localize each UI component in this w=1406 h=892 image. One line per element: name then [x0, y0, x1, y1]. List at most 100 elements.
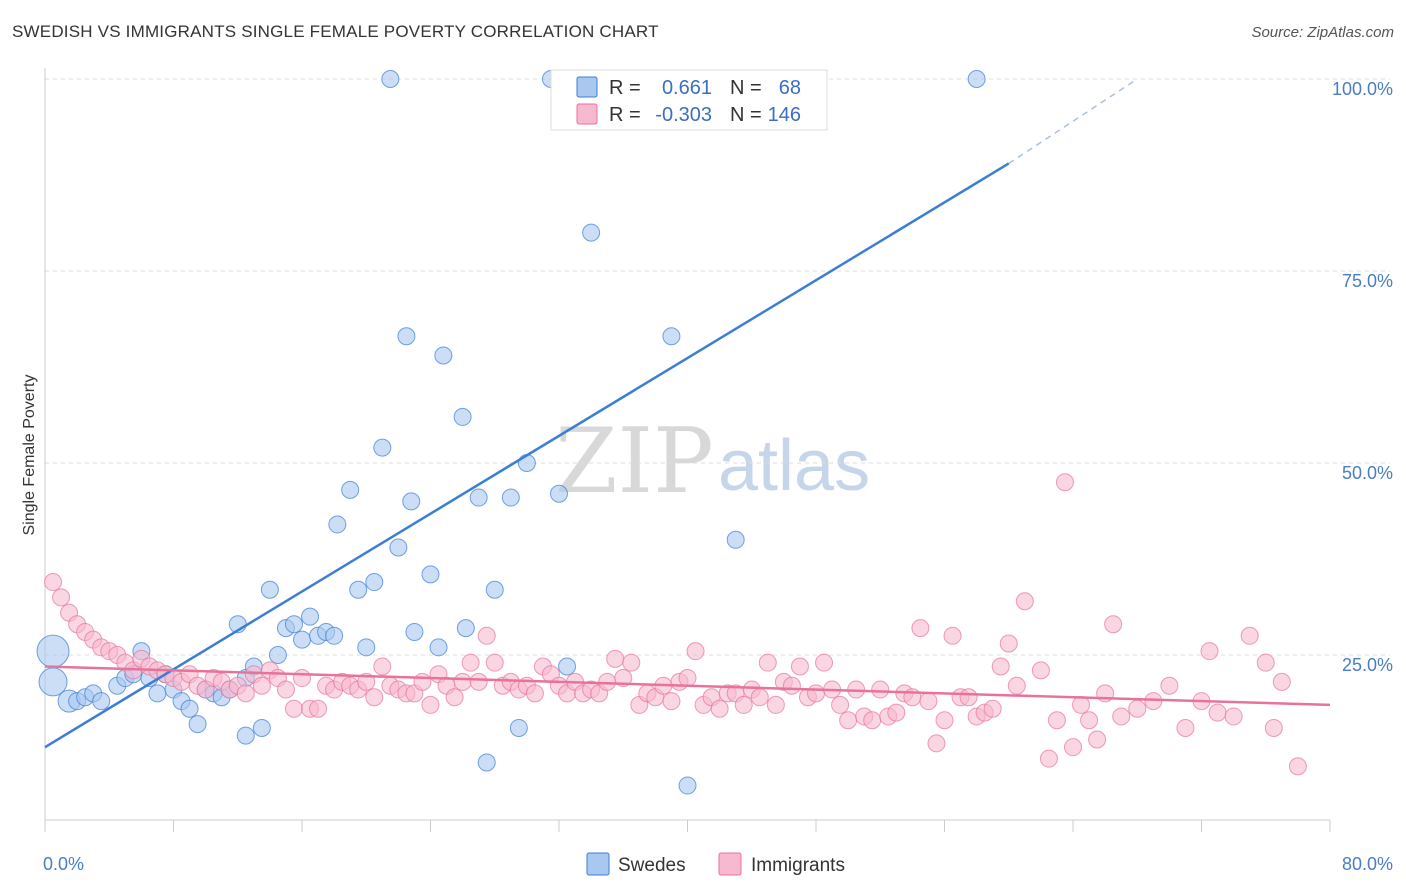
immigrants-point [1007, 676, 1026, 695]
immigrants-point [807, 684, 825, 703]
immigrants-point [614, 669, 633, 688]
legend-n-value-immigrants: 146 [768, 104, 801, 126]
immigrants-point [309, 699, 328, 718]
legend-n-label: N = [730, 77, 762, 99]
source-label: Source: ZipAtlas.com [1251, 24, 1394, 41]
swedes-point [357, 638, 376, 657]
axes: 25.0% 50.0% 75.0% 100.0% 0.0% 80.0% [43, 68, 1393, 874]
swedes-point [678, 776, 697, 795]
immigrants-point [236, 684, 255, 703]
swedes-point [662, 327, 681, 346]
legend-swatch-swedes [576, 76, 598, 98]
immigrants-point [790, 657, 809, 676]
immigrants-point [927, 734, 946, 753]
x-tick-label: 0.0% [43, 854, 84, 874]
swedes-point [188, 715, 207, 734]
swedes-point [501, 488, 520, 507]
immigrants-point [1144, 692, 1163, 711]
immigrants-point [943, 626, 962, 645]
chart-title: SWEDISH VS IMMIGRANTS SINGLE FEMALE POVE… [12, 22, 659, 41]
swedes-point [236, 726, 255, 745]
immigrants-point [1264, 718, 1283, 737]
swedes-point [550, 484, 568, 503]
bottom-legend-label-immigrants: Immigrants [751, 855, 845, 876]
immigrants-point [686, 642, 705, 661]
immigrants-point [1160, 676, 1179, 695]
swedes-point [558, 657, 577, 676]
legend-n-label: N = [730, 104, 762, 126]
swedes-point [252, 718, 271, 737]
watermark-atlas: atlas [718, 426, 870, 506]
y-axis-label: Single Female Poverty [21, 375, 38, 536]
swedes-point [92, 692, 111, 711]
immigrants-point [525, 684, 544, 703]
immigrants-point [662, 692, 681, 711]
immigrants-point [678, 669, 697, 688]
immigrants-point [1224, 707, 1243, 726]
immigrants-point [477, 626, 496, 645]
swedes-point [469, 488, 488, 507]
legend-r-label: R = [609, 104, 641, 126]
immigrants-point [782, 676, 801, 695]
swedes-point [284, 615, 303, 634]
swedes-point [349, 580, 368, 599]
gridlines [45, 78, 1390, 656]
immigrants-point [1112, 707, 1131, 726]
swedes-point [967, 70, 986, 88]
immigrants-point [1039, 749, 1058, 768]
immigrants-point [919, 692, 938, 711]
immigrants-point [999, 634, 1018, 653]
immigrants-point [815, 653, 834, 672]
immigrants-point [622, 653, 641, 672]
swedes-point [301, 607, 320, 626]
swedes-point [328, 515, 347, 534]
immigrants-point [1272, 672, 1291, 691]
immigrants-trend-line [44, 665, 1331, 707]
immigrants-point [293, 669, 311, 688]
immigrants-point [839, 711, 858, 730]
immigrants-point [1031, 661, 1050, 680]
legend-swatch-immigrants [576, 103, 598, 125]
swedes-point [381, 70, 400, 88]
immigrants-point [373, 657, 392, 676]
immigrants-point [445, 688, 464, 707]
immigrants-point [461, 653, 480, 672]
immigrants-point [1288, 757, 1307, 776]
x-tick-label: 80.0% [1342, 854, 1393, 874]
immigrants-point [734, 695, 753, 714]
immigrants-point [887, 703, 906, 722]
swedes-point [365, 573, 384, 592]
immigrants-point [52, 588, 71, 607]
immigrants-point [1104, 615, 1123, 634]
immigrants-point [1072, 695, 1091, 714]
immigrants-point [1047, 711, 1066, 730]
bottom-legend-swatch-swedes [586, 852, 610, 876]
swedes-point [268, 646, 287, 664]
immigrants-point [983, 699, 1002, 718]
swedes-point [373, 438, 392, 457]
immigrants-point [1088, 730, 1107, 749]
swedes-point [325, 626, 344, 645]
immigrants-point [1055, 473, 1074, 492]
immigrants-point [871, 680, 890, 699]
immigrants-point [365, 688, 384, 707]
swedes-point [429, 638, 448, 657]
immigrants-point [357, 672, 376, 691]
trend-lines [44, 78, 1331, 749]
immigrants-point [1208, 703, 1227, 722]
immigrants-point [1064, 738, 1082, 757]
immigrants-point [284, 699, 303, 718]
immigrants-point [758, 653, 777, 672]
immigrants-point [1015, 592, 1034, 611]
immigrants-point [276, 680, 295, 699]
immigrants-point [1080, 711, 1099, 730]
swedes-point [456, 619, 475, 638]
y-tick-label: 75.0% [1342, 271, 1393, 291]
immigrants-point [1240, 626, 1259, 645]
immigrants-point [1128, 699, 1147, 718]
swedes-point [477, 753, 496, 772]
immigrants-point [44, 573, 63, 592]
immigrants-point [606, 649, 625, 668]
legend-r-label: R = [609, 77, 641, 99]
